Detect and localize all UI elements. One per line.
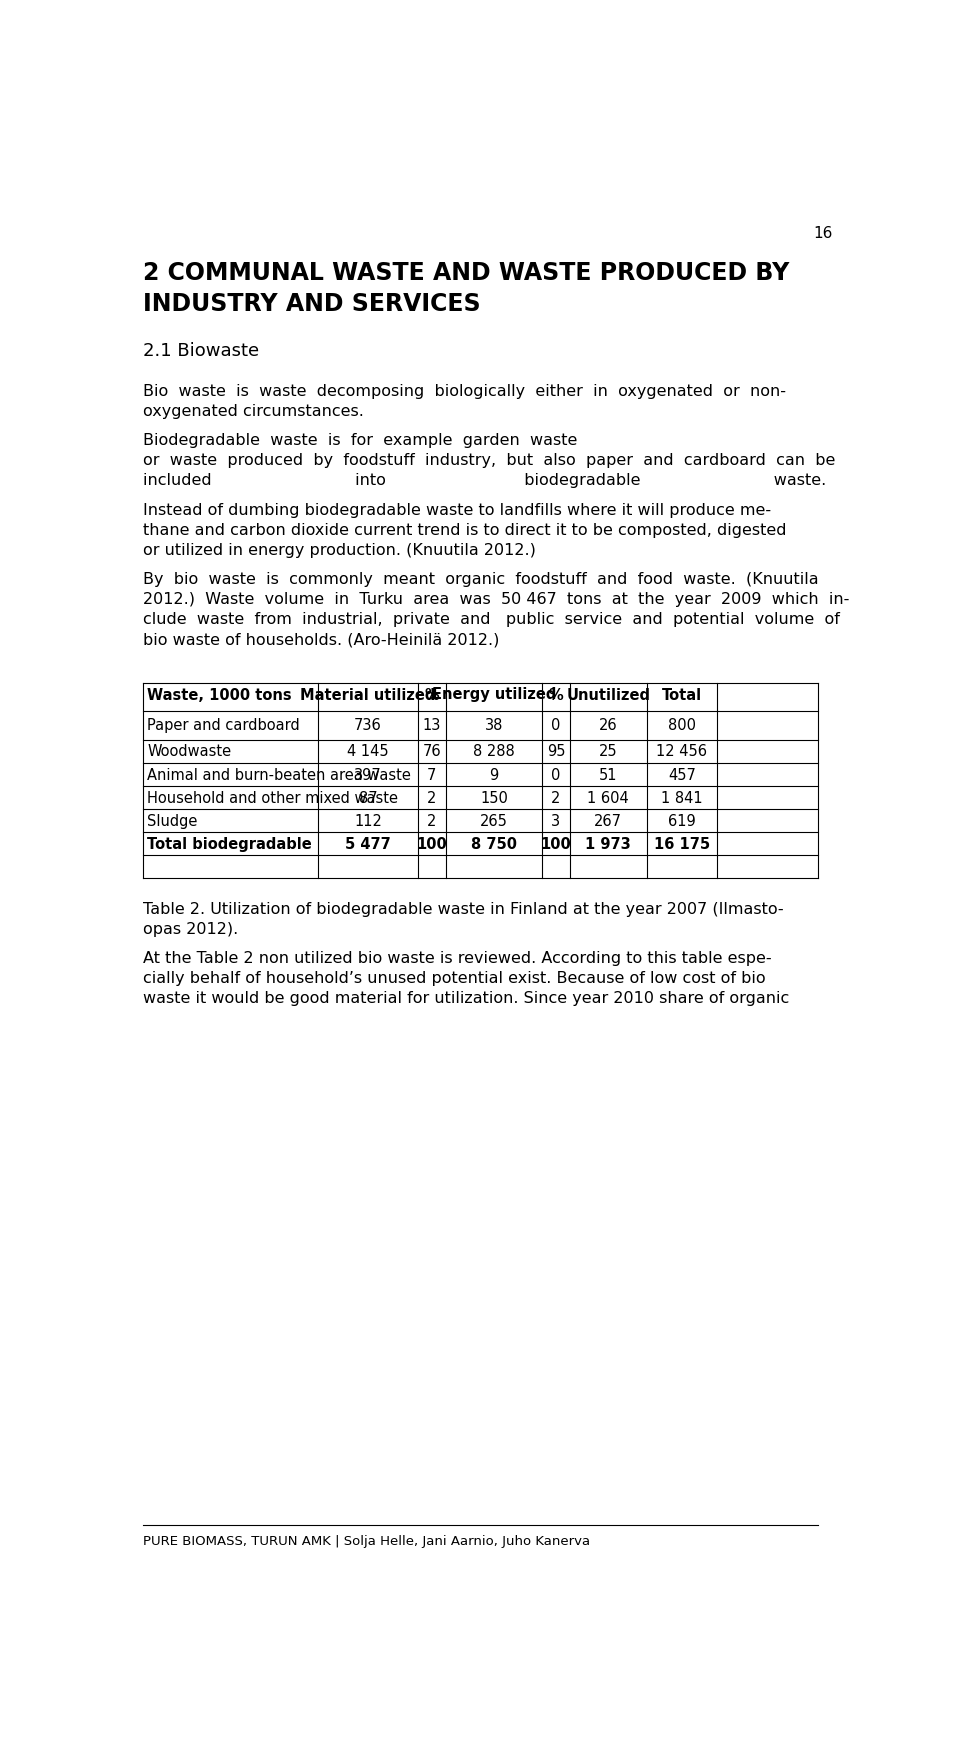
Text: 2 COMMUNAL WASTE AND WASTE PRODUCED BY: 2 COMMUNAL WASTE AND WASTE PRODUCED BY: [143, 261, 790, 285]
Text: included                            into                           biodegradable: included into biodegradable: [143, 473, 827, 488]
Text: 13: 13: [422, 718, 442, 733]
Text: 9: 9: [490, 768, 498, 782]
Text: opas 2012).: opas 2012).: [143, 921, 238, 937]
Text: 8 750: 8 750: [471, 838, 516, 852]
Text: Household and other mixed waste: Household and other mixed waste: [147, 791, 398, 806]
Text: 16: 16: [814, 226, 833, 240]
Text: 2.1 Biowaste: 2.1 Biowaste: [143, 342, 259, 360]
Text: Table 2. Utilization of biodegradable waste in Finland at the year 2007 (Ilmasto: Table 2. Utilization of biodegradable wa…: [143, 902, 784, 916]
Text: 2: 2: [551, 791, 561, 806]
Text: Total biodegradable: Total biodegradable: [147, 838, 312, 852]
Text: 25: 25: [599, 744, 617, 760]
Text: bio waste of households. (Aro-Heinilä 2012.): bio waste of households. (Aro-Heinilä 20…: [143, 633, 499, 647]
Text: 38: 38: [485, 718, 503, 733]
Text: Energy utilized: Energy utilized: [432, 688, 556, 702]
Text: 7: 7: [427, 768, 437, 782]
Text: By  bio  waste  is  commonly  meant  organic  foodstuff  and  food  waste.  (Knu: By bio waste is commonly meant organic f…: [143, 572, 819, 587]
Text: 16 175: 16 175: [654, 838, 710, 852]
Text: waste it would be good material for utilization. Since year 2010 share of organi: waste it would be good material for util…: [143, 991, 789, 1006]
Text: 76: 76: [422, 744, 442, 760]
Text: Sludge: Sludge: [147, 813, 198, 829]
Text: 0: 0: [551, 768, 561, 782]
Text: 1 604: 1 604: [588, 791, 629, 806]
Text: %: %: [424, 688, 440, 702]
Text: At the Table 2 non utilized bio waste is reviewed. According to this table espe-: At the Table 2 non utilized bio waste is…: [143, 951, 772, 966]
Text: 1 841: 1 841: [661, 791, 703, 806]
Text: 8 288: 8 288: [473, 744, 515, 760]
Text: Biodegradable  waste  is  for  example  garden  waste: Biodegradable waste is for example garde…: [143, 433, 578, 448]
Text: or  waste  produced  by  foodstuff  industry,  but  also  paper  and  cardboard : or waste produced by foodstuff industry,…: [143, 454, 835, 469]
Text: 0: 0: [551, 718, 561, 733]
Text: or utilized in energy production. (Knuutila 2012.): or utilized in energy production. (Knuut…: [143, 542, 536, 558]
Text: Bio  waste  is  waste  decomposing  biologically  either  in  oxygenated  or  no: Bio waste is waste decomposing biologica…: [143, 384, 786, 400]
Text: 87: 87: [359, 791, 377, 806]
Text: 3: 3: [551, 813, 561, 829]
Text: clude  waste  from  industrial,  private  and   public  service  and  potential : clude waste from industrial, private and…: [143, 612, 840, 627]
Text: 100: 100: [540, 838, 571, 852]
Text: Material utilized: Material utilized: [300, 688, 436, 702]
Text: 265: 265: [480, 813, 508, 829]
Text: 800: 800: [668, 718, 696, 733]
Text: 5 477: 5 477: [346, 838, 391, 852]
Text: 1 973: 1 973: [586, 838, 631, 852]
Text: 95: 95: [546, 744, 565, 760]
Text: 397: 397: [354, 768, 382, 782]
Text: 619: 619: [668, 813, 696, 829]
Text: 2: 2: [427, 791, 437, 806]
Text: 51: 51: [599, 768, 617, 782]
Text: 112: 112: [354, 813, 382, 829]
Text: Animal and burn-beaten area waste: Animal and burn-beaten area waste: [147, 768, 411, 782]
Text: Instead of dumbing biodegradable waste to landfills where it will produce me-: Instead of dumbing biodegradable waste t…: [143, 502, 772, 518]
Text: 736: 736: [354, 718, 382, 733]
Text: 2: 2: [427, 813, 437, 829]
Text: 12 456: 12 456: [657, 744, 708, 760]
Text: Unutilized: Unutilized: [566, 688, 650, 702]
Text: PURE BIOMASS, TURUN AMK | Solja Helle, Jani Aarnio, Juho Kanerva: PURE BIOMASS, TURUN AMK | Solja Helle, J…: [143, 1535, 590, 1547]
Text: thane and carbon dioxide current trend is to direct it to be composted, digested: thane and carbon dioxide current trend i…: [143, 523, 787, 537]
Text: 267: 267: [594, 813, 622, 829]
Text: oxygenated circumstances.: oxygenated circumstances.: [143, 405, 364, 419]
Text: 457: 457: [668, 768, 696, 782]
Text: 2012.)  Waste  volume  in  Turku  area  was  50 467  tons  at  the  year  2009  : 2012.) Waste volume in Turku area was 50…: [143, 593, 850, 607]
Text: 150: 150: [480, 791, 508, 806]
Text: Total: Total: [661, 688, 702, 702]
Text: Woodwaste: Woodwaste: [147, 744, 231, 760]
Text: 26: 26: [599, 718, 617, 733]
Text: 4 145: 4 145: [348, 744, 389, 760]
Text: %: %: [548, 688, 564, 702]
Text: cially behalf of household’s unused potential exist. Because of low cost of bio: cially behalf of household’s unused pote…: [143, 972, 766, 985]
Text: INDUSTRY AND SERVICES: INDUSTRY AND SERVICES: [143, 292, 481, 316]
Text: Waste, 1000 tons: Waste, 1000 tons: [147, 688, 292, 702]
Text: 100: 100: [417, 838, 447, 852]
Text: Paper and cardboard: Paper and cardboard: [147, 718, 300, 733]
